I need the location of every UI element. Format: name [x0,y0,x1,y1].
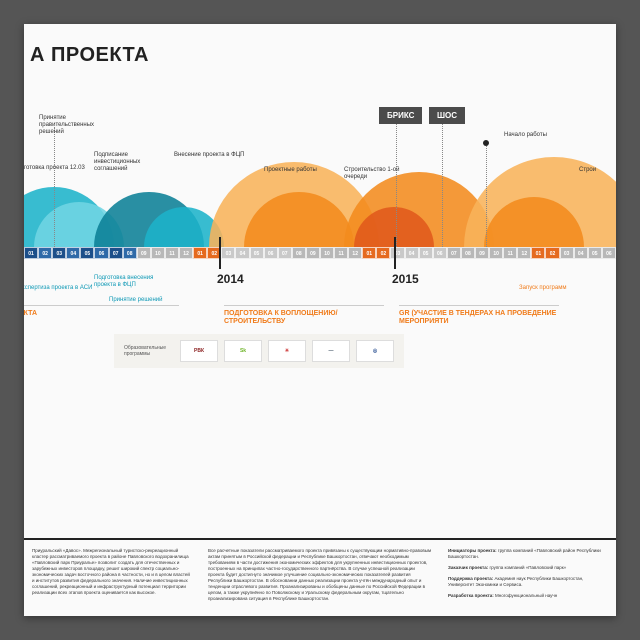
month-cell: 07 [109,247,123,259]
month-cell: 03 [560,247,574,259]
month-cell: 02 [545,247,559,259]
month-cell: 01 [193,247,207,259]
month-cell: 09 [137,247,151,259]
timeline-annotation: подготовка проекта 12.03 [24,165,85,172]
month-cell: 10 [320,247,334,259]
timeline-annotation: Начало работы [504,132,547,139]
partner-logo: — [312,340,350,362]
timeline-annotation: Принятие решений [109,297,163,304]
logo-strip: Образовательные программы РВК Sk ✳ — ◎ [114,334,404,368]
month-cell: 07 [447,247,461,259]
month-cell: 01 [24,247,38,259]
event-tag: БРИКС [379,107,422,124]
partner-logo: Sk [224,340,262,362]
footer-credit-line: Инициаторы проекта: группа компаний «Пав… [448,548,608,560]
logo-strip-label: Образовательные программы [124,345,174,357]
month-cell: 03 [52,247,66,259]
timeline-annotation: Подписание инвестиционных соглашений [94,152,174,174]
month-cell: 11 [503,247,517,259]
footer-col-3: Инициаторы проекта: группа компаний «Пав… [448,548,608,604]
month-axis: 0102030405060708091011120102030405060708… [24,247,616,259]
month-cell: 12 [348,247,362,259]
month-cell: 05 [419,247,433,259]
timeline-annotation: Запуск программ [519,285,566,292]
year-label: 2014 [217,272,244,286]
infographic-page: А ПРОЕКТА БРИКС ШОС Принятие правительств… [24,24,616,616]
timeline-annotation: Проектные работы [264,167,317,174]
year-tick [394,237,396,269]
footer-col-2: Все расчетные показатели рассматриваемог… [208,548,432,604]
year-tick [219,237,221,269]
month-cell: 01 [531,247,545,259]
month-cell: 06 [602,247,616,259]
footer: Приуральский «Давос». Межрегиональный ту… [24,538,616,604]
month-cell: 05 [80,247,94,259]
partner-logo: РВК [180,340,218,362]
footer-credit-line: Поддержка проекта: Академия наук Республ… [448,576,608,588]
month-cell: 04 [66,247,80,259]
month-cell: 08 [461,247,475,259]
month-cell: 12 [179,247,193,259]
month-cell: 04 [574,247,588,259]
month-cell: 05 [250,247,264,259]
month-cell: 10 [489,247,503,259]
month-cell: 06 [94,247,108,259]
month-cell: 09 [475,247,489,259]
phase-label: ПОДГОТОВКА К ВОПЛОЩЕНИЮ/ СТРОИТЕЛЬСТВУ [224,305,384,327]
timeline-annotation: Строительство 1-ой очереди [344,167,424,181]
month-cell: 11 [334,247,348,259]
month-cell: 03 [221,247,235,259]
month-cell: 06 [264,247,278,259]
month-cell: 07 [278,247,292,259]
month-cell: 09 [306,247,320,259]
timeline-annotation: Внесение проекта в ФЦП [174,152,244,159]
guide-line [54,127,55,247]
guide-line [396,119,397,247]
month-cell: 06 [433,247,447,259]
month-cell: 08 [123,247,137,259]
timeline-annotation: Строи [579,167,596,174]
month-cell: 11 [165,247,179,259]
month-cell: 05 [588,247,602,259]
timeline-annotation: Подготовка внесения проекта в ФЦП [94,275,174,289]
page-title: А ПРОЕКТА [24,44,616,67]
month-cell: 04 [405,247,419,259]
month-cell: 02 [376,247,390,259]
event-tag: ШОС [429,107,465,124]
phase-label: GR (УЧАСТИЕ В ТЕНДЕРАХ НА ПРОВЕДЕНИЕ МЕР… [399,305,559,327]
month-cell: 02 [38,247,52,259]
month-cell: 12 [517,247,531,259]
phase-label: ЕКТА [24,305,179,318]
guide-line [442,119,443,247]
month-cell: 10 [151,247,165,259]
timeline-region: БРИКС ШОС Принятие правительственных реше… [24,97,616,337]
month-cell: 04 [235,247,249,259]
guide-line [486,143,487,247]
month-cell: 03 [390,247,404,259]
footer-credit-line: Заказчик проекта: группа компаний «Павло… [448,565,608,571]
timeline-annotation: Принятие правительственных решений [39,115,119,137]
partner-logo: ✳ [268,340,306,362]
footer-credit-line: Разработка проекта: Многофункциональный … [448,593,608,599]
month-cell: 08 [292,247,306,259]
month-cell: 01 [362,247,376,259]
year-label: 2015 [392,272,419,286]
timeline-annotation: экспертиза проекта в АСИ [24,285,92,292]
partner-logo: ◎ [356,340,394,362]
footer-col-1: Приуральский «Давос». Межрегиональный ту… [32,548,192,604]
event-bullet [483,140,489,146]
